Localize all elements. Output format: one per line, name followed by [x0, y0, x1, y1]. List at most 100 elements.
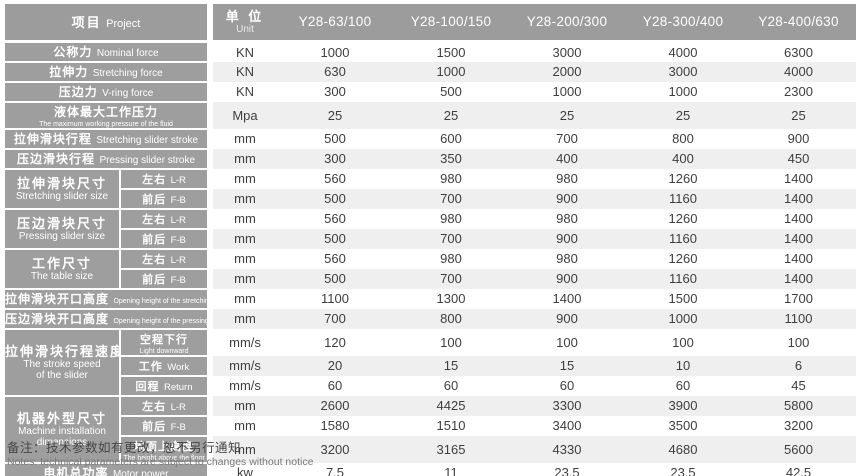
row-sub-label: 左右 L-R	[120, 168, 213, 190]
value-cell: 560	[324, 251, 346, 266]
group-label-en: The table size	[30, 270, 94, 282]
value-cell: 980	[556, 171, 578, 186]
row-label: 公称力 Nominal force	[5, 41, 213, 63]
value-cell: 23.5	[554, 465, 580, 476]
notes-en: Notes: technical parameters are subject …	[7, 456, 314, 468]
label-zh: 工作	[138, 360, 163, 373]
unit-cell: mm/s	[229, 378, 261, 393]
value-cell: 4425	[436, 398, 466, 413]
value-cell: 450	[787, 151, 810, 166]
value-cell: 25	[675, 107, 691, 123]
row-sub-label: 前后 F-B	[120, 228, 213, 250]
table-row: 压边滑块行程 Pressing slider stroke mm 300 350 400…	[5, 148, 856, 170]
label-zh: 拉伸滑块行程	[13, 131, 92, 146]
value-cell: 100	[440, 334, 462, 350]
table-row: 地面上高度 The height above the floor mm 3200 316…	[5, 435, 856, 464]
unit-cell: KN	[235, 84, 255, 99]
value-cell: 560	[324, 171, 346, 186]
value-cell: 10	[675, 358, 691, 373]
row-sub-label: 工作 Work	[120, 355, 213, 377]
label-zh: 左右	[142, 173, 167, 186]
label-en: Return	[163, 381, 193, 393]
label-zh: 左右	[142, 253, 167, 266]
value-cell: 1160	[669, 191, 697, 206]
unit-cell: mm	[234, 151, 256, 166]
value-cell: 1700	[784, 291, 813, 306]
project-label-en: Project	[106, 17, 141, 30]
table-row: 拉伸滑块尺寸 Stretching slider size 左右 L-R mm 560 9…	[5, 168, 856, 210]
label-en: Motor power	[112, 468, 169, 476]
row-label: 拉伸力 Stretching force	[5, 61, 213, 83]
label-en: Work	[167, 361, 190, 373]
value-cell: 400	[672, 151, 694, 166]
value-cell: 1500	[436, 44, 466, 60]
group-label-zh: 工作尺寸	[31, 255, 92, 271]
row-label: 压边滑块行程 Pressing slider stroke	[5, 148, 213, 170]
value-cell: 4000	[668, 44, 698, 60]
label-en: The height above the floor	[123, 454, 205, 462]
unit-cell: mm	[234, 398, 256, 413]
unit-cell: Mpa	[232, 107, 258, 123]
value-cell: 7.5	[325, 465, 345, 476]
row-sub-label: 前后 F-B	[120, 188, 213, 210]
unit-cell: mm	[234, 191, 256, 206]
row-label: 液体最大工作压力 The maximum working pressure of …	[5, 101, 213, 130]
value-cell: 500	[324, 231, 346, 246]
value-cell: 1160	[669, 271, 697, 286]
table-row: 压边滑块开口高度 Opening height of the pressing …	[5, 308, 856, 330]
value-cell: 60	[443, 378, 459, 393]
value-cell: 15	[559, 358, 575, 373]
value-cell: 100	[556, 334, 578, 350]
unit-label-zh: 单 位	[225, 8, 265, 24]
group-label-en: dimensions	[36, 436, 88, 448]
project-label-zh: 项目	[71, 14, 102, 30]
value-cell: 980	[440, 171, 462, 186]
value-cell: 1400	[784, 271, 813, 286]
table-row: 工作尺寸 The table size 左右 L-R mm 560 980 980 1260 1…	[5, 248, 856, 290]
table-row: 拉伸滑块开口高度 Opening height of the stretchin…	[5, 288, 856, 310]
row-sub-label: 空程下行 Light downward	[120, 328, 213, 357]
value-cell: 60	[675, 378, 691, 393]
label-en: F-B	[170, 194, 186, 206]
label-zh: 公称力	[53, 44, 93, 59]
table-row: 工作 Work mm/s 20 15 15 10 6	[5, 355, 856, 377]
spec-table: 项目 Project 单 位 Unit Y28-63/100 Y28-100/150…	[5, 4, 856, 476]
value-cell: 25	[327, 107, 343, 123]
value-cell: 1400	[784, 231, 813, 246]
notes-block: 备注：技术参数如有更改，恕不另行通知 Notes: technical para…	[7, 441, 313, 469]
value-cell: 3000	[552, 44, 582, 60]
value-cell: 1580	[320, 418, 350, 433]
value-cell: 1260	[668, 211, 698, 226]
value-cell: 800	[672, 131, 694, 146]
group-label-zh: 拉伸滑块行程速度	[5, 343, 120, 359]
label-zh: 压边滑块开口高度	[5, 311, 110, 326]
label-zh: 前后	[142, 193, 167, 206]
table-row: 拉伸滑块行程 Stretching slider stroke mm 500 600 7…	[5, 128, 856, 150]
row-sub-label: 左右 L-R	[120, 248, 213, 270]
value-cell: 5600	[784, 441, 813, 457]
label-en: Stretching force	[92, 67, 163, 79]
value-cell: 3500	[668, 418, 698, 433]
table-row: 电机总功率 Motor power kw 7.5 11 23.5 23.5 42.5	[5, 462, 856, 476]
value-cell: 5800	[784, 398, 813, 413]
value-cell: 23.5	[670, 465, 696, 476]
column-header-model: Y28-400/630	[741, 4, 856, 43]
label-en: L-R	[170, 401, 186, 413]
value-cell: 15	[443, 358, 459, 373]
value-cell: 700	[440, 271, 462, 286]
row-label: 拉伸滑块行程 Stretching slider stroke	[5, 128, 213, 150]
spec-table-body: 公称力 Nominal force KN 1000 1500 3000 4000 6300 拉…	[5, 41, 856, 476]
table-row: 前后 F-B mm 500 700 900 1160 1400	[5, 228, 856, 250]
row-sub-label: 地面上高度 The height above the floor	[120, 435, 213, 464]
group-label-en: of the slider	[36, 369, 88, 381]
unit-label-en: Unit	[236, 23, 254, 35]
value-cell: 800	[440, 311, 462, 326]
value-cell: 11	[444, 465, 458, 476]
table-row: 公称力 Nominal force KN 1000 1500 3000 4000 6300	[5, 41, 856, 63]
row-group-label: 工作尺寸 The table size	[5, 248, 121, 290]
value-cell: 60	[327, 378, 343, 393]
unit-cell: mm	[234, 171, 256, 186]
value-cell: 45	[791, 378, 806, 393]
value-cell: 700	[440, 231, 462, 246]
table-row: 前后 F-B mm 1580 1510 3400 3500 3200	[5, 415, 856, 437]
